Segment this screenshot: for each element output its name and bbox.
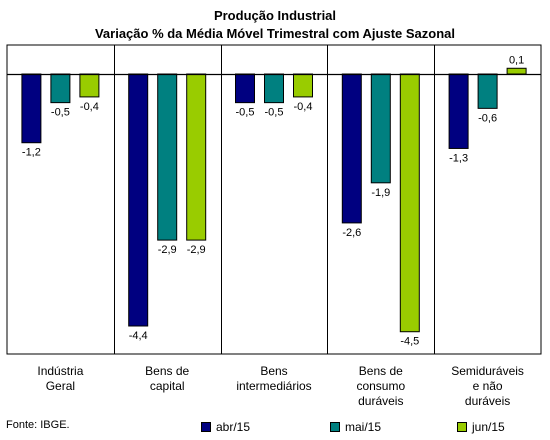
data-label: -0,5: [236, 107, 255, 119]
legend-swatch: [201, 422, 211, 432]
data-label: 0,1: [509, 54, 524, 66]
data-label: -0,6: [478, 112, 497, 124]
bar-abr-15: [128, 73, 149, 327]
source-note: Fonte: IBGE.: [6, 419, 70, 431]
category-label: Bens de capital: [112, 364, 222, 394]
category-label-line: Geral: [45, 379, 76, 393]
category-label: Bens de consumo duráveis: [326, 364, 436, 409]
category-label-line: Bens: [260, 364, 288, 378]
data-label: -4,5: [400, 336, 419, 348]
category-label: Semiduráveis e não duráveis: [433, 364, 543, 409]
bar-jun-15: [186, 73, 207, 241]
bar-mai-15: [50, 73, 71, 104]
bar-abr-15: [235, 73, 255, 104]
legend-item: mai/15: [330, 421, 381, 433]
legend-swatch: [457, 422, 467, 432]
bar-mai-15: [370, 73, 391, 184]
category-label-line: capital: [149, 379, 185, 393]
legend-item: jun/15: [457, 421, 505, 433]
data-label: -1,3: [449, 152, 468, 164]
data-label: -2,9: [158, 244, 177, 256]
bar-mai-15: [157, 73, 178, 241]
data-label: -0,5: [265, 107, 284, 119]
category-label-line: Bens de: [145, 364, 190, 378]
legend-label: abr/15: [216, 420, 251, 434]
legend-label: jun/15: [472, 420, 505, 434]
bar-jun-15: [79, 73, 100, 98]
legend-swatch: [330, 422, 340, 432]
bar-jun-15: [293, 73, 313, 98]
category-label: Bens intermediários: [219, 364, 329, 394]
category-label-line: intermediários: [236, 379, 312, 393]
category-label-line: Semiduráveis: [451, 364, 524, 378]
chart-subtitle: Variação % da Média Móvel Trimestral com…: [94, 26, 456, 41]
data-label: -0,4: [80, 101, 99, 113]
data-label: -2,6: [342, 227, 361, 239]
data-label: -4,4: [129, 330, 148, 342]
legend-label: mai/15: [345, 420, 382, 434]
data-label: -2,9: [187, 244, 206, 256]
chart-title: Produção Industrial: [213, 8, 337, 23]
bar-jun-15: [399, 73, 420, 333]
bar-abr-15: [341, 73, 362, 224]
bar-abr-15: [21, 73, 42, 144]
category-label-line: Indústria: [37, 364, 84, 378]
bar-mai-15: [477, 73, 498, 109]
data-label: -1,9: [371, 187, 390, 199]
data-label: -0,4: [294, 101, 313, 113]
category-label: Indústria Geral: [5, 364, 115, 394]
bar-mai-15: [264, 73, 284, 104]
bar-abr-15: [448, 73, 469, 149]
category-label-line: Bens de: [358, 364, 403, 378]
bar-jun-15: [506, 67, 527, 75]
category-label-line: duráveis: [358, 394, 404, 408]
data-label: -0,5: [51, 107, 70, 119]
category-label-line: duráveis: [464, 394, 511, 408]
plot-area: [6, 44, 542, 355]
data-label: -1,2: [22, 147, 41, 159]
legend-item: abr/15: [201, 421, 250, 433]
category-label-line: consumo: [356, 379, 406, 393]
category-label-line: e não: [472, 379, 503, 393]
